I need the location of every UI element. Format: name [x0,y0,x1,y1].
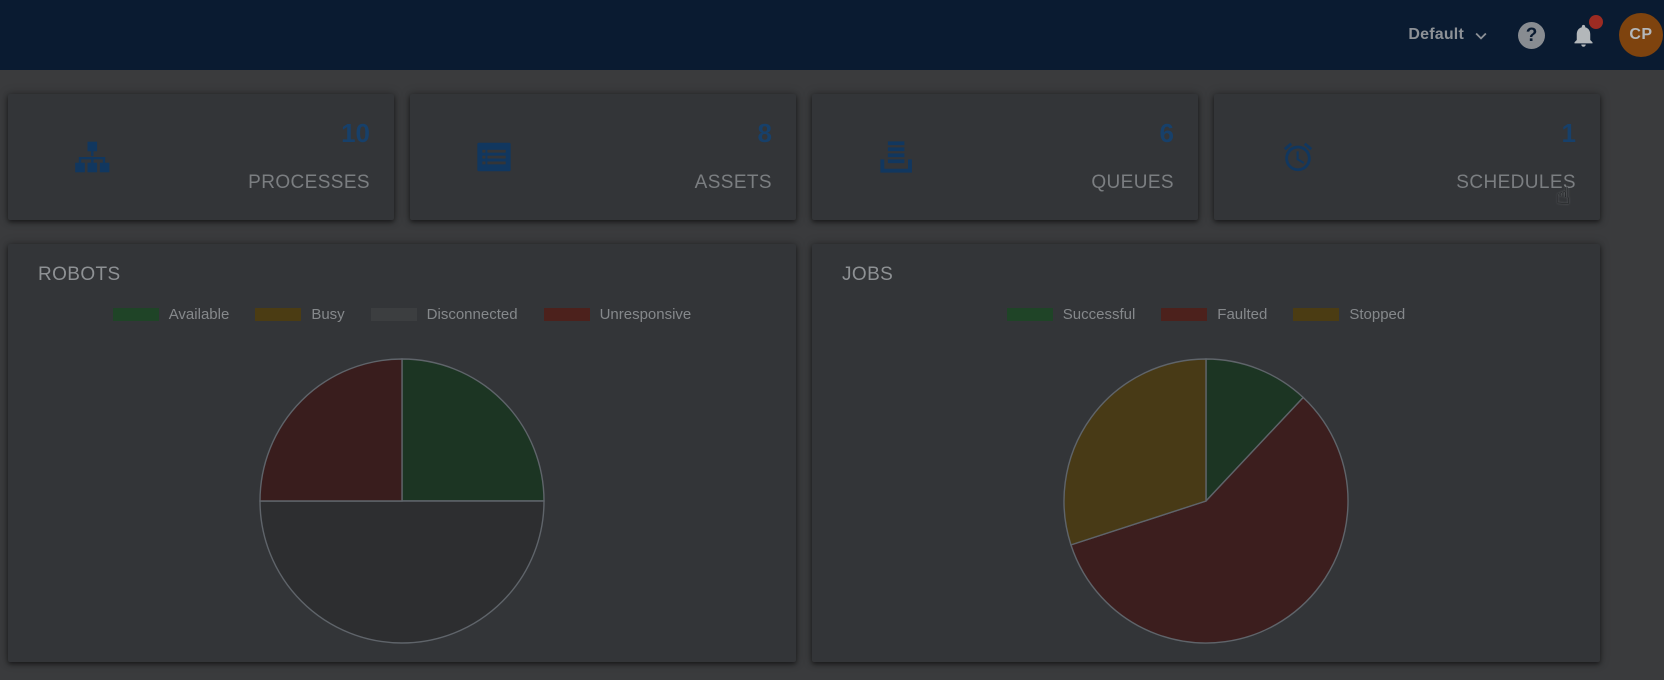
panel-title: ROBOTS [38,264,121,285]
stat-card-queues[interactable]: 6 QUEUES [812,94,1198,220]
chevron-down-icon [1470,23,1492,47]
stat-card-processes[interactable]: 10 PROCESSES [8,94,394,220]
legend-label: Stopped [1349,306,1406,323]
legend-swatch [112,308,159,321]
pie-slice-faulted[interactable] [1070,396,1349,644]
help-icon[interactable]: ? [1518,21,1545,49]
topbar: Default ? CP [0,0,1664,70]
legend-swatch [543,308,590,321]
panel-title: JOBS [842,264,894,285]
legend-label: Disconnected [426,306,518,323]
bell-icon [1570,24,1597,53]
legend-swatch [1006,308,1053,321]
legend-item-busy[interactable]: Busy [255,306,345,323]
queues-stack-icon [878,140,914,174]
avatar[interactable]: CP [1619,13,1663,57]
robots-legend: Available Busy Disconnected Unresponsive [8,306,796,323]
pie-slice-stopped[interactable] [1063,358,1207,546]
assets-list-icon [476,140,512,174]
stat-label: SCHEDULES [1456,172,1576,193]
legend-item-faulted[interactable]: Faulted [1161,306,1267,323]
jobs-legend: Successful Faulted Stopped [812,306,1600,323]
legend-item-unresponsive[interactable]: Unresponsive [543,306,692,323]
pie-slice-successful[interactable] [1205,358,1305,503]
legend-swatch [1293,308,1340,321]
stat-value: 8 [757,118,772,148]
avatar-initials: CP [1629,26,1653,43]
jobs-pie-chart [1061,356,1351,646]
legend-item-successful[interactable]: Successful [1006,306,1136,323]
robots-pie-chart [257,356,547,646]
stat-value: 1 [1561,118,1576,148]
legend-label: Faulted [1217,306,1268,323]
pie-slice-unresponsive[interactable] [259,358,403,502]
stat-card-schedules[interactable]: 1 SCHEDULES [1214,94,1600,220]
pie-slice-disconnected[interactable] [259,500,545,644]
pie-slice-available[interactable] [401,358,545,502]
stat-card-assets[interactable]: 8 ASSETS [410,94,796,220]
stat-value: 6 [1159,118,1174,148]
legend-item-stopped[interactable]: Stopped [1293,306,1405,323]
notifications-button[interactable] [1570,14,1603,49]
stats-row: 10 PROCESSES 8 ASSETS [8,94,1600,220]
robots-panel: ROBOTS Available Busy Disconnected Unrespon… [8,244,796,662]
schedules-alarm-icon [1280,140,1316,174]
legend-label: Successful [1062,306,1136,323]
tenant-selector[interactable]: Default [1408,23,1492,47]
notification-badge [1589,14,1603,29]
stat-label: PROCESSES [248,172,370,193]
stat-value: 10 [341,118,370,148]
legend-swatch [370,308,417,321]
panels-row: ROBOTS Available Busy Disconnected Unrespon… [8,244,1600,662]
stat-label: QUEUES [1091,172,1174,193]
legend-label: Busy [311,306,345,323]
jobs-panel: JOBS Successful Faulted Stopped [812,244,1600,662]
legend-item-disconnected[interactable]: Disconnected [370,306,518,323]
help-glyph: ? [1525,24,1538,46]
process-tree-icon [74,140,110,174]
legend-swatch [1161,308,1208,321]
legend-swatch [255,308,302,321]
legend-item-available[interactable]: Available [112,306,230,323]
tenant-label: Default [1408,26,1464,43]
legend-label: Unresponsive [599,306,692,323]
legend-label: Available [168,306,230,323]
stat-label: ASSETS [694,172,772,193]
